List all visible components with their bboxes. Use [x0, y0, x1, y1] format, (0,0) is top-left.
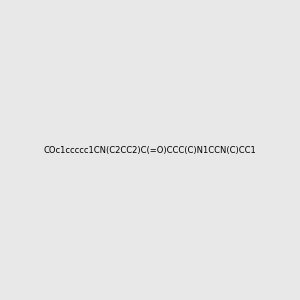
Text: COc1ccccc1CN(C2CC2)C(=O)CCC(C)N1CCN(C)CC1: COc1ccccc1CN(C2CC2)C(=O)CCC(C)N1CCN(C)CC…: [44, 146, 256, 154]
